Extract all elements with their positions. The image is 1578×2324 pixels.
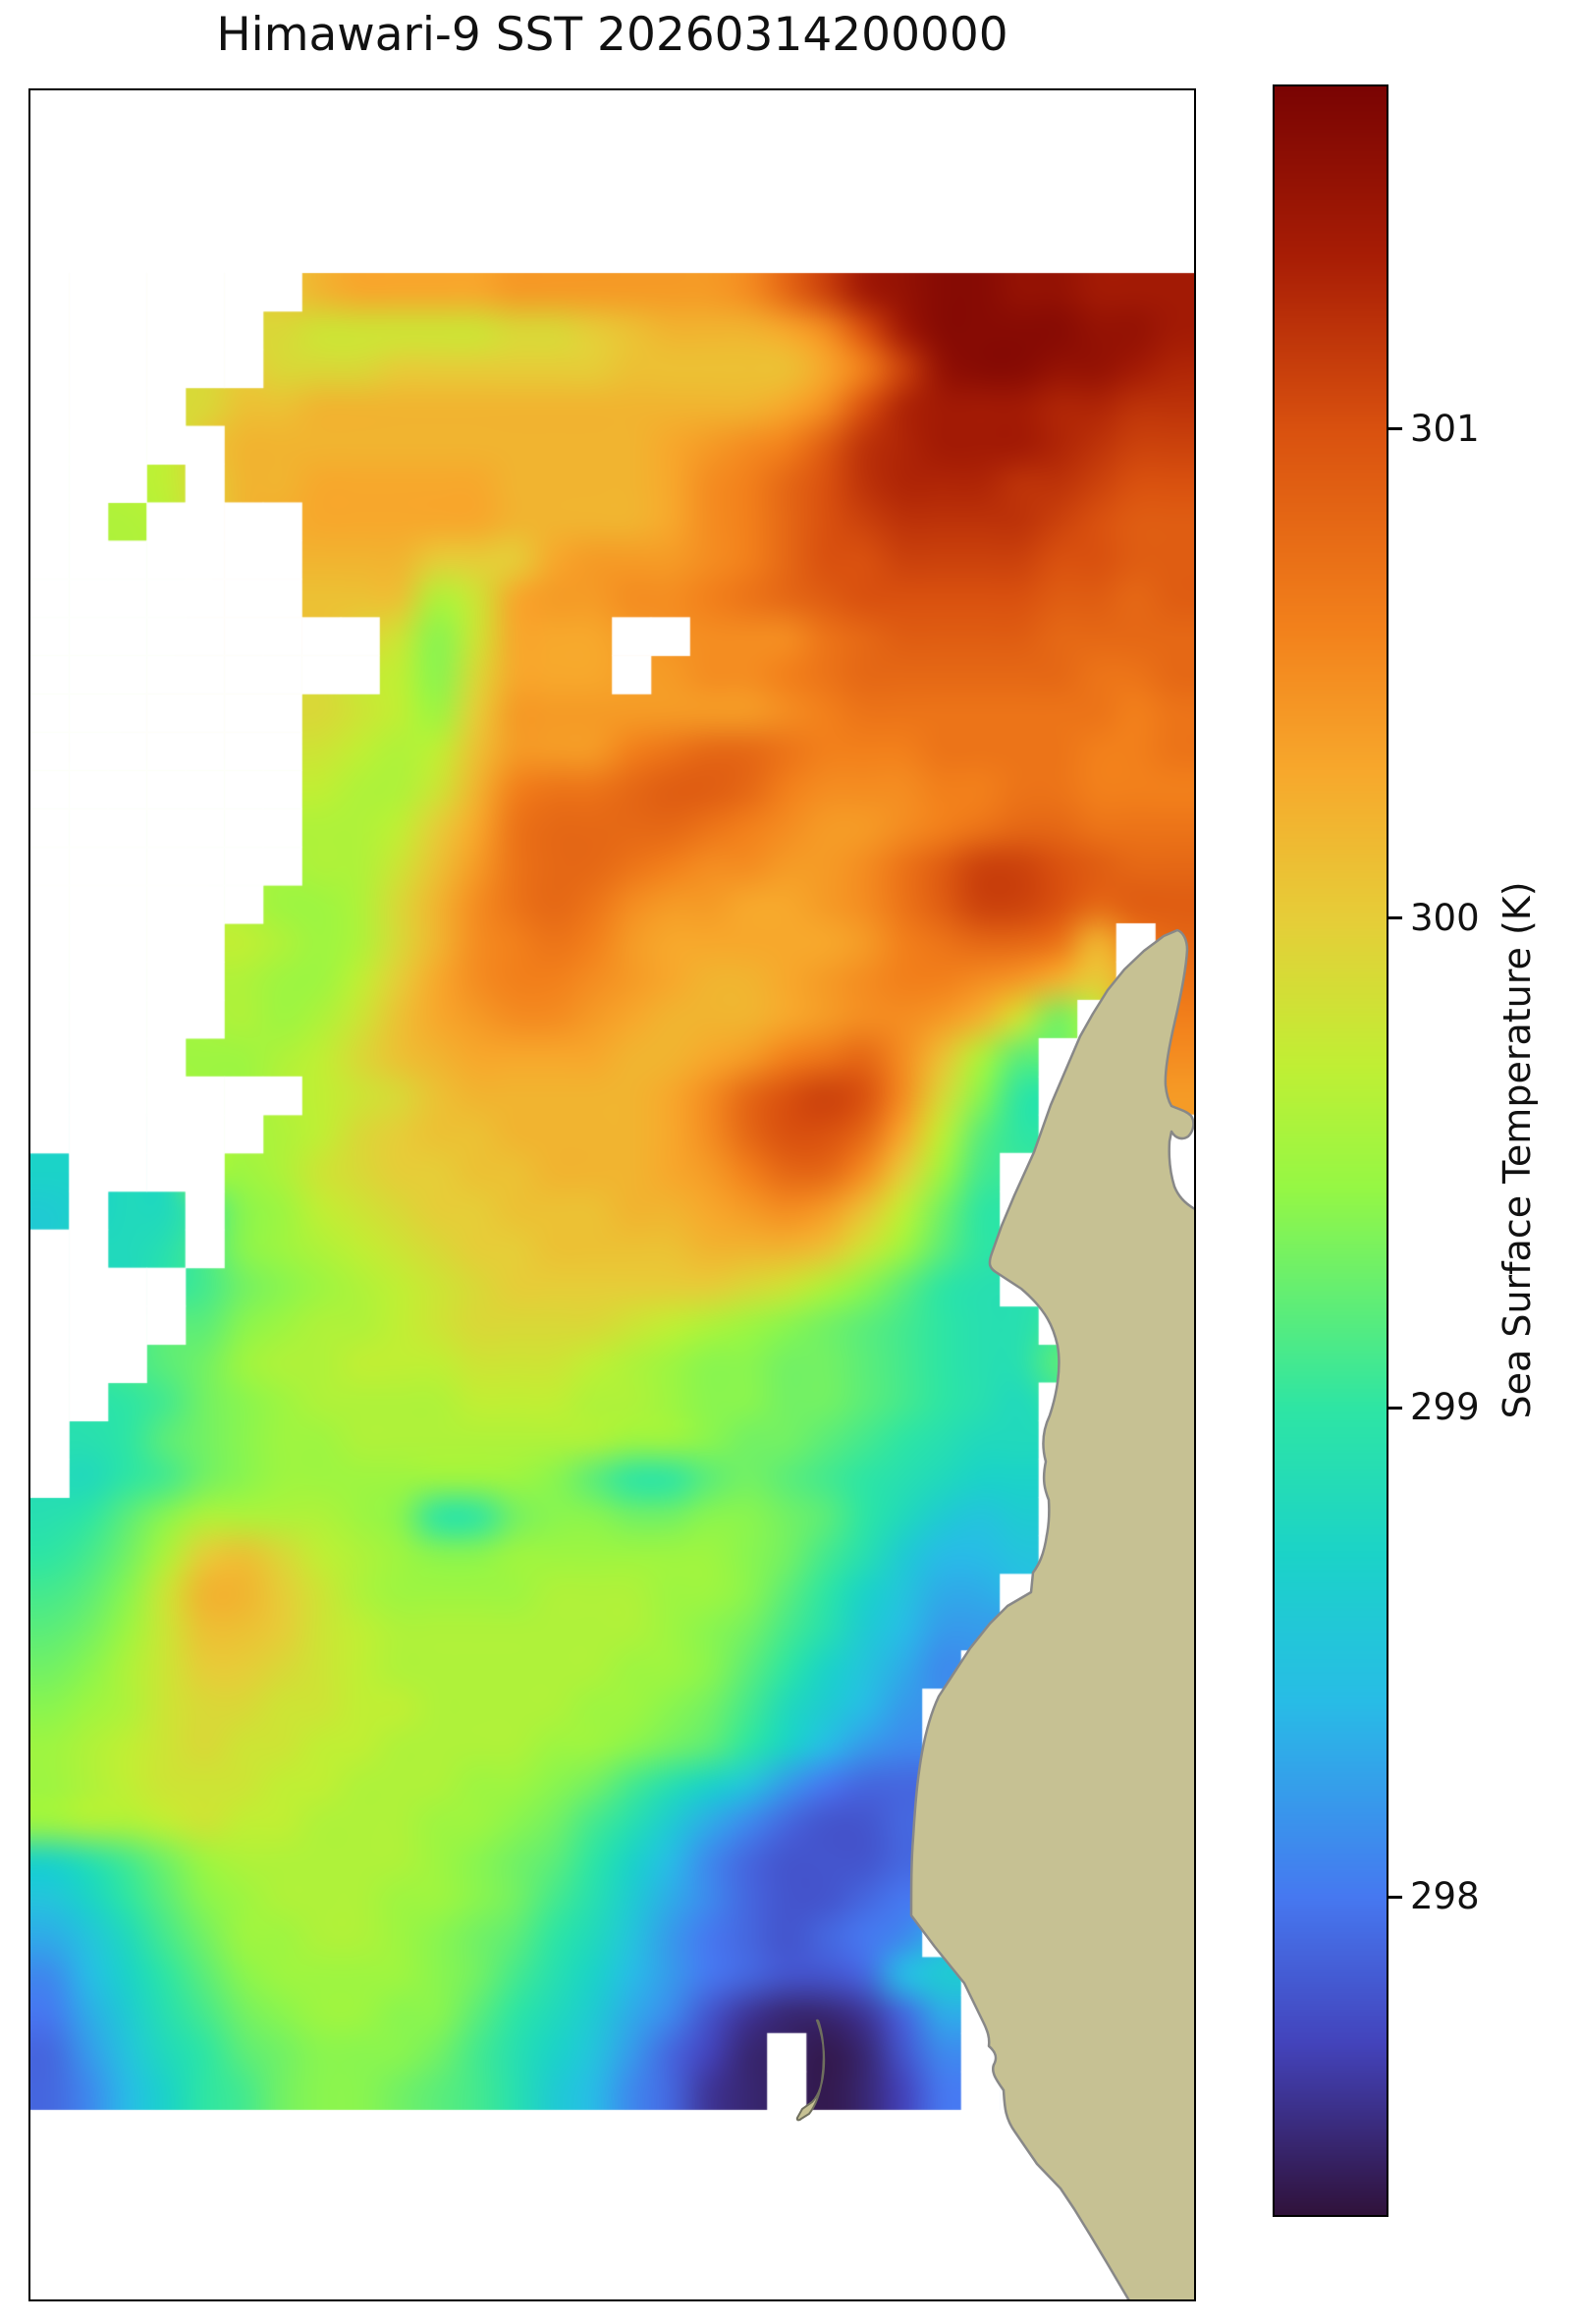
coast-overlay	[795, 928, 1194, 2299]
arrow-islet-marker	[795, 2019, 826, 2122]
colorbar-tick-label: 301	[1410, 407, 1480, 450]
colorbar-tick-mark	[1388, 1895, 1402, 1899]
land-region	[909, 928, 1194, 2299]
colorbar	[1273, 84, 1388, 2217]
colorbar-tick-label: 299	[1410, 1386, 1480, 1429]
map-axes	[28, 88, 1196, 2301]
colorbar-tick-mark	[1388, 1406, 1402, 1410]
colorbar-tick-label: 300	[1410, 896, 1480, 939]
colorbar-label: Sea Surface Temperature (K)	[1496, 881, 1539, 1419]
colorbar-gradient-canvas	[1275, 86, 1387, 2215]
colorbar-tick-mark	[1388, 916, 1402, 920]
figure-title: Himawari-9 SST 20260314200000	[216, 8, 1008, 62]
colorbar-tick-mark	[1388, 427, 1402, 431]
colorbar-tick-label: 298	[1410, 1875, 1480, 1918]
